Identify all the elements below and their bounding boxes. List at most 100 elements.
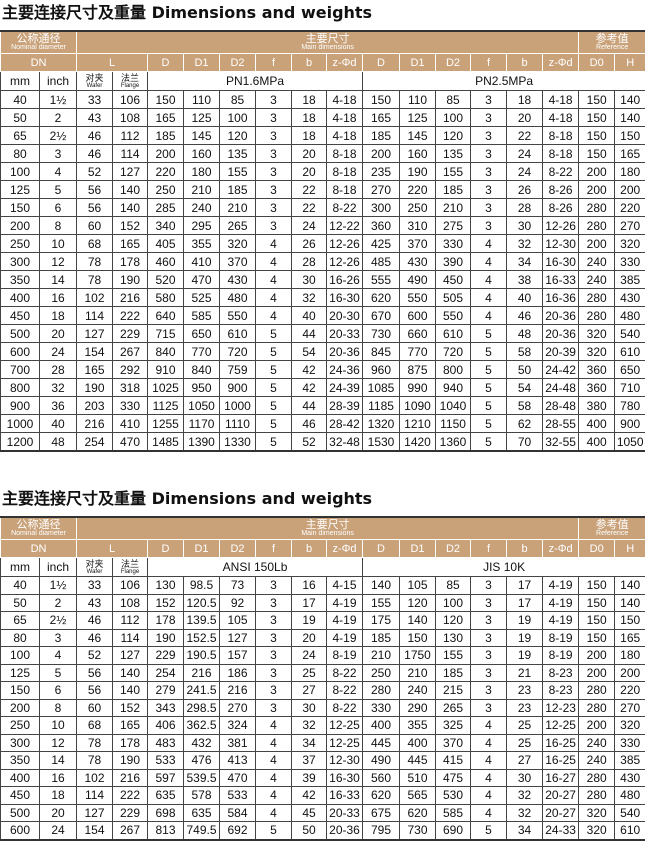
table-cell: 190	[77, 379, 113, 397]
table-cell: 24	[40, 343, 77, 361]
table-cell: 28	[292, 253, 327, 271]
table-cell: 950	[184, 379, 220, 397]
table-cell: 635	[148, 787, 184, 805]
table-cell: 105	[400, 577, 436, 595]
table-cell: 490	[363, 752, 400, 770]
table-cell: 270	[363, 181, 400, 199]
inch-header: inch	[40, 558, 77, 577]
table-cell: 1025	[148, 379, 184, 397]
table-cell: 400	[579, 433, 615, 452]
table-cell: 140	[363, 577, 400, 595]
table-cell: 533	[148, 752, 184, 770]
table-cell: 45	[292, 804, 327, 822]
table-cell: 16	[40, 769, 77, 787]
table-cell: 108	[113, 109, 148, 127]
table-cell: 200	[148, 145, 184, 163]
table-cell: 8-18	[543, 145, 579, 163]
table-cell: 3	[471, 217, 507, 235]
table-cell: 610	[615, 822, 645, 840]
table-cell: 5	[471, 325, 507, 343]
table-cell: 120	[436, 127, 471, 145]
table-cell: 140	[615, 91, 645, 109]
table-cell: 165	[615, 145, 645, 163]
table-cell: 125	[184, 109, 220, 127]
table-cell: 22	[507, 127, 543, 145]
table-cell: 220	[400, 181, 436, 199]
table-cell: 32	[507, 235, 543, 253]
table-cell: 1360	[436, 433, 471, 452]
table-cell: 350	[1, 271, 40, 289]
table-cell: 4-19	[327, 629, 363, 647]
column-header: b	[292, 540, 327, 558]
table-cell: 180	[615, 647, 645, 665]
table-cell: 470	[184, 271, 220, 289]
table-cell: 39	[292, 769, 327, 787]
table-cell: 320	[615, 717, 645, 735]
table-cell: 900	[615, 415, 645, 433]
table-cell: 46	[77, 145, 113, 163]
table-cell: 8-23	[543, 664, 579, 682]
table-cell: 610	[615, 343, 645, 361]
table-cell: 5	[256, 433, 292, 452]
table-cell: 54	[507, 379, 543, 397]
table-cell: 40	[40, 415, 77, 433]
table-cell: 318	[113, 379, 148, 397]
table-cell: 343	[148, 699, 184, 717]
table-cell: 250	[1, 235, 40, 253]
table-cell: 413	[220, 752, 256, 770]
table-cell: 14	[40, 752, 77, 770]
column-header: H	[615, 540, 645, 558]
table-cell: 20-39	[543, 343, 579, 361]
table-cell: 16	[40, 289, 77, 307]
table-cell: 203	[77, 397, 113, 415]
table-cell: 12-26	[327, 253, 363, 271]
table-cell: 295	[184, 217, 220, 235]
table-cell: 16-27	[543, 769, 579, 787]
table-cell: 505	[436, 289, 471, 307]
table-cell: 759	[220, 361, 256, 379]
table-cell: 405	[148, 235, 184, 253]
section-title: 主要连接尺寸及重量 Dimensions and weights	[0, 0, 645, 30]
column-header: D0	[579, 540, 615, 558]
table-cell: 500	[1, 325, 40, 343]
table-cell: 26	[292, 235, 327, 253]
table-cell: 165	[113, 717, 148, 735]
table-cell: 460	[148, 253, 184, 271]
table-cell: 100	[1, 163, 40, 181]
table-cell: 32	[40, 379, 77, 397]
table-cell: 50	[292, 822, 327, 840]
table-cell: 240	[579, 752, 615, 770]
table-cell: 265	[220, 217, 256, 235]
column-header: D	[148, 54, 184, 72]
table-cell: 190	[148, 629, 184, 647]
table-cell: 240	[579, 734, 615, 752]
table-cell: 56	[77, 199, 113, 217]
table-cell: 24-39	[327, 379, 363, 397]
table-cell: 406	[148, 717, 184, 735]
table-cell: 19	[507, 612, 543, 630]
table-cell: 600	[1, 343, 40, 361]
table-cell: 5	[256, 397, 292, 415]
column-header: D1	[184, 54, 220, 72]
table-cell: 270	[615, 217, 645, 235]
table-cell: 36	[40, 397, 77, 415]
table-cell: 139.5	[184, 612, 220, 630]
table-cell: 235	[363, 163, 400, 181]
table-cell: 42	[292, 787, 327, 805]
table-cell: 200	[579, 717, 615, 735]
table-cell: 450	[436, 271, 471, 289]
table-cell: 44	[292, 325, 327, 343]
table-cell: 23	[507, 682, 543, 700]
table-cell: 152	[113, 217, 148, 235]
table-cell: 240	[184, 199, 220, 217]
table-cell: 3	[471, 699, 507, 717]
table-cell: 16-30	[327, 769, 363, 787]
table-cell: 3	[40, 145, 77, 163]
table-cell: 470	[113, 433, 148, 452]
